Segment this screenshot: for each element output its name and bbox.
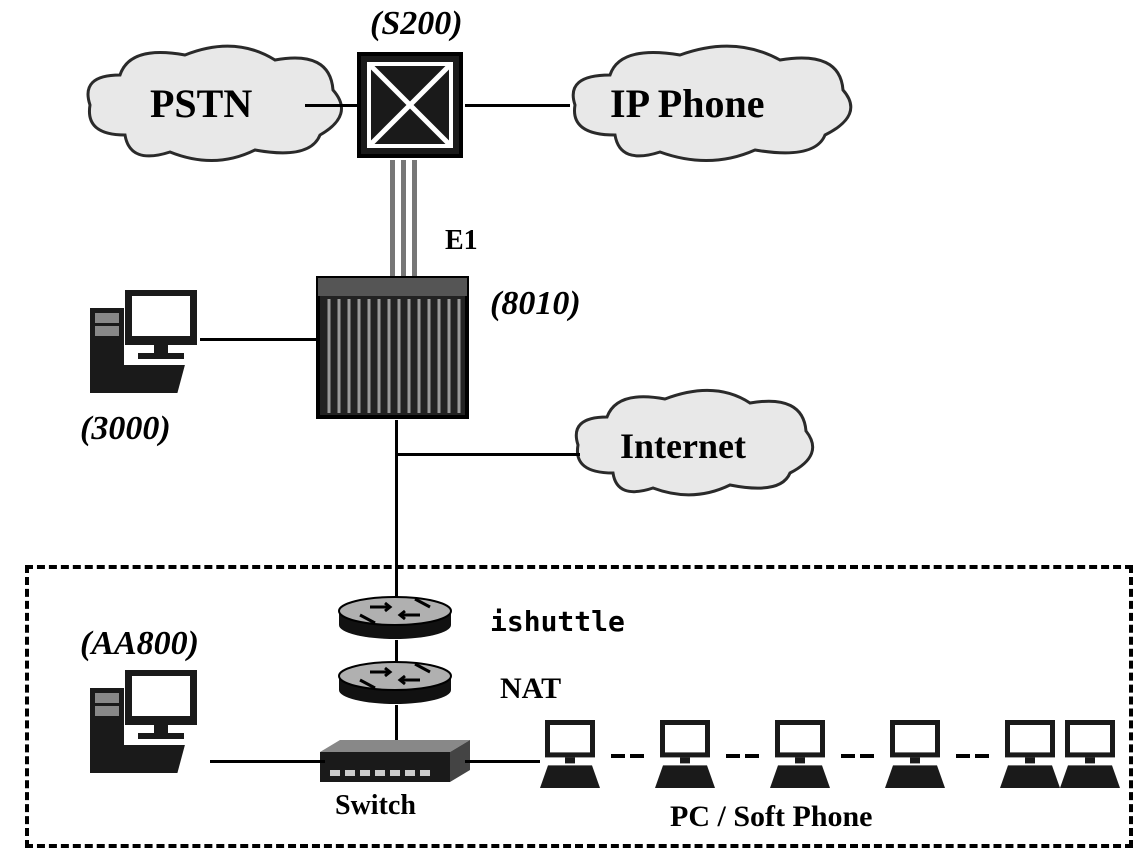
pc-terminal (885, 720, 945, 788)
edge-aa800-switch (210, 760, 325, 763)
aa800-label: (AA800) (80, 625, 199, 663)
pc-terminal (1000, 720, 1060, 788)
edge-to-internet (395, 453, 580, 456)
edge-s200-ipphone (465, 104, 570, 107)
edge-switch-pcs (465, 760, 540, 763)
nat-label: NAT (500, 672, 561, 706)
pc-link-dash (860, 754, 874, 758)
switch-device (320, 740, 470, 785)
e1-link-2 (401, 160, 406, 278)
diagram-canvas: PSTN IP Phone Internet (S200) E1 (8010) (0, 0, 1140, 852)
edge-3000-8010 (200, 338, 320, 341)
pc-link-dash (630, 754, 644, 758)
pc-link-dash (956, 754, 970, 758)
pc-terminal (1060, 720, 1120, 788)
d3000-computer (90, 290, 220, 400)
switch-label: Switch (335, 790, 416, 822)
s200-label: (S200) (370, 5, 463, 43)
edge-pstn-s200 (305, 104, 360, 107)
d3000-label: (3000) (80, 410, 171, 448)
e1-label: E1 (445, 225, 478, 257)
internet-label: Internet (620, 425, 746, 467)
pc-terminal (540, 720, 600, 788)
ishuttle-router (335, 595, 455, 643)
pc-link-dash (841, 754, 855, 758)
ishuttle-label: ishuttle (490, 605, 625, 638)
edge-nat-switch (395, 705, 398, 743)
pc-link-dash (611, 754, 625, 758)
d8010-device (315, 275, 470, 420)
nat-router (335, 660, 455, 708)
pc-link-dash (745, 754, 759, 758)
ipphone-label: IP Phone (610, 80, 764, 127)
e1-link-3 (412, 160, 417, 278)
pc-link-dash (975, 754, 989, 758)
s200-device (355, 50, 465, 160)
pc-terminal (770, 720, 830, 788)
pc-terminal (655, 720, 715, 788)
pcsoft-label: PC / Soft Phone (670, 800, 873, 834)
e1-link-1 (390, 160, 395, 278)
pstn-label: PSTN (150, 80, 252, 127)
d8010-label: (8010) (490, 285, 581, 323)
aa800-computer (90, 670, 220, 780)
pc-link-dash (726, 754, 740, 758)
